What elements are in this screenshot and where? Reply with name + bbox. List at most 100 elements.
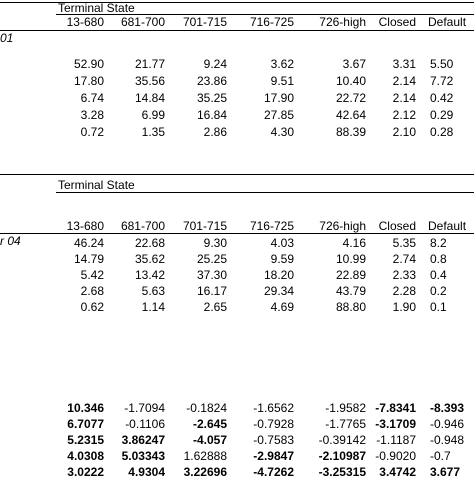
table-cell: -7.8341	[375, 401, 416, 415]
panel1-group-rule	[56, 14, 474, 15]
table-cell: -2.645	[192, 417, 227, 431]
table-cell: 6.99	[141, 108, 165, 122]
table-cell: 5.03343	[121, 449, 165, 463]
panel1-top-rule	[0, 2, 474, 3]
panel2-group-label: Terminal State	[58, 178, 135, 192]
table-cell: 22.89	[335, 268, 366, 282]
column-header: 716-725	[249, 219, 294, 233]
column-header: 726-high	[319, 219, 366, 233]
table-cell: 25.25	[196, 252, 227, 266]
table-cell: 2.10	[392, 125, 416, 139]
table-cell: 3.22696	[183, 465, 227, 479]
table-cell: 16.17	[196, 284, 227, 298]
table-cell: 3.62	[270, 57, 294, 71]
table-cell: 1.35	[141, 125, 165, 139]
table-cell: 21.77	[134, 57, 165, 71]
table-cell: 0.29	[430, 108, 454, 122]
table-cell: -0.1106	[125, 417, 165, 431]
table-cell: 0.1	[430, 300, 447, 314]
table-cell: 2.14	[392, 91, 416, 105]
table-cell: 6.74	[80, 91, 104, 105]
column-header: 681-700	[120, 15, 165, 29]
table-cell: 10.99	[335, 252, 366, 266]
table-cell: 14.84	[134, 91, 165, 105]
table-cell: 0.28	[430, 125, 454, 139]
table-cell: 88.80	[335, 300, 366, 314]
table-cell: 6.7077	[67, 417, 104, 431]
table-cell: 35.62	[134, 252, 165, 266]
table-cell: -0.946	[430, 417, 465, 431]
panel2-period-label: r 04	[0, 234, 21, 248]
table-cell: 10.346	[67, 401, 104, 415]
table-cell: 46.24	[73, 236, 104, 250]
table-cell: 16.84	[196, 108, 227, 122]
panel2-header-rule	[0, 233, 474, 234]
table-cell: -4.057	[192, 433, 227, 447]
table-cell: 35.56	[134, 74, 165, 88]
table-cell: -0.948	[430, 433, 465, 447]
table-cell: 5.35	[392, 236, 416, 250]
table-cell: 0.2	[430, 284, 447, 298]
column-header: 701-715	[182, 219, 227, 233]
table-cell: 4.9304	[128, 465, 165, 479]
column-header: 13-680	[66, 15, 104, 29]
table-cell: 3.28	[80, 108, 104, 122]
table-cell: 10.40	[335, 74, 366, 88]
column-header: Default	[428, 15, 467, 29]
table-cell: 5.63	[141, 284, 165, 298]
table-cell: 1.90	[392, 300, 416, 314]
table-cell: 13.42	[134, 268, 165, 282]
table-cell: 3.0222	[67, 465, 104, 479]
column-header: Closed	[378, 219, 416, 233]
table-cell: 3.4742	[379, 465, 416, 479]
table-cell: -1.6562	[253, 401, 294, 415]
table-cell: 2.12	[392, 108, 416, 122]
table-cell: -0.7928	[253, 417, 294, 431]
table-cell: 18.20	[263, 268, 294, 282]
column-header: 716-725	[249, 15, 294, 29]
table-cell: 7.72	[430, 74, 454, 88]
column-header: Closed	[378, 15, 416, 29]
table-cell: -0.39142	[318, 433, 366, 447]
table-cell: 9.51	[270, 74, 294, 88]
table-cell: 35.25	[196, 91, 227, 105]
table-cell: 3.31	[392, 57, 416, 71]
table-cell: 0.4	[430, 268, 447, 282]
table-cell: 27.85	[263, 108, 294, 122]
table-cell: 8.2	[430, 236, 447, 250]
table-cell: 0.72	[80, 125, 104, 139]
table-cell: 3.677	[430, 465, 461, 479]
table-cell: 9.30	[203, 236, 227, 250]
table-cell: -0.7	[430, 449, 451, 463]
table-cell: 29.34	[263, 284, 294, 298]
table-cell: 43.79	[335, 284, 366, 298]
column-header: 726-high	[319, 15, 366, 29]
panel1-group-label: Terminal State	[58, 1, 135, 15]
table-cell: 2.65	[203, 300, 227, 314]
table-cell: 22.72	[335, 91, 366, 105]
table-cell: -1.7765	[325, 417, 366, 431]
column-header: Default	[428, 219, 467, 233]
table-cell: 5.42	[80, 268, 104, 282]
table-cell: -3.1709	[375, 417, 416, 431]
column-header: 681-700	[120, 219, 165, 233]
panel1-header-rule	[0, 30, 474, 31]
table-cell: 52.90	[73, 57, 104, 71]
table-cell: 37.30	[196, 268, 227, 282]
table-cell: 4.03	[270, 236, 294, 250]
table-cell: 5.2315	[67, 433, 104, 447]
table-cell: 4.16	[342, 236, 366, 250]
table-cell: 4.30	[270, 125, 294, 139]
panel2-top-rule	[0, 174, 474, 175]
table-cell: 2.14	[392, 74, 416, 88]
panel2-group-rule	[56, 192, 474, 193]
table-cell: -8.393	[430, 401, 465, 415]
table-cell: 88.39	[335, 125, 366, 139]
table-cell: -4.7262	[253, 465, 294, 479]
table-cell: 0.8	[430, 252, 447, 266]
column-header: 13-680	[66, 219, 104, 233]
table-cell: 42.64	[335, 108, 366, 122]
table-cell: 9.59	[270, 252, 294, 266]
table-cell: -1.7094	[124, 401, 165, 415]
table-cell: 2.28	[392, 284, 416, 298]
